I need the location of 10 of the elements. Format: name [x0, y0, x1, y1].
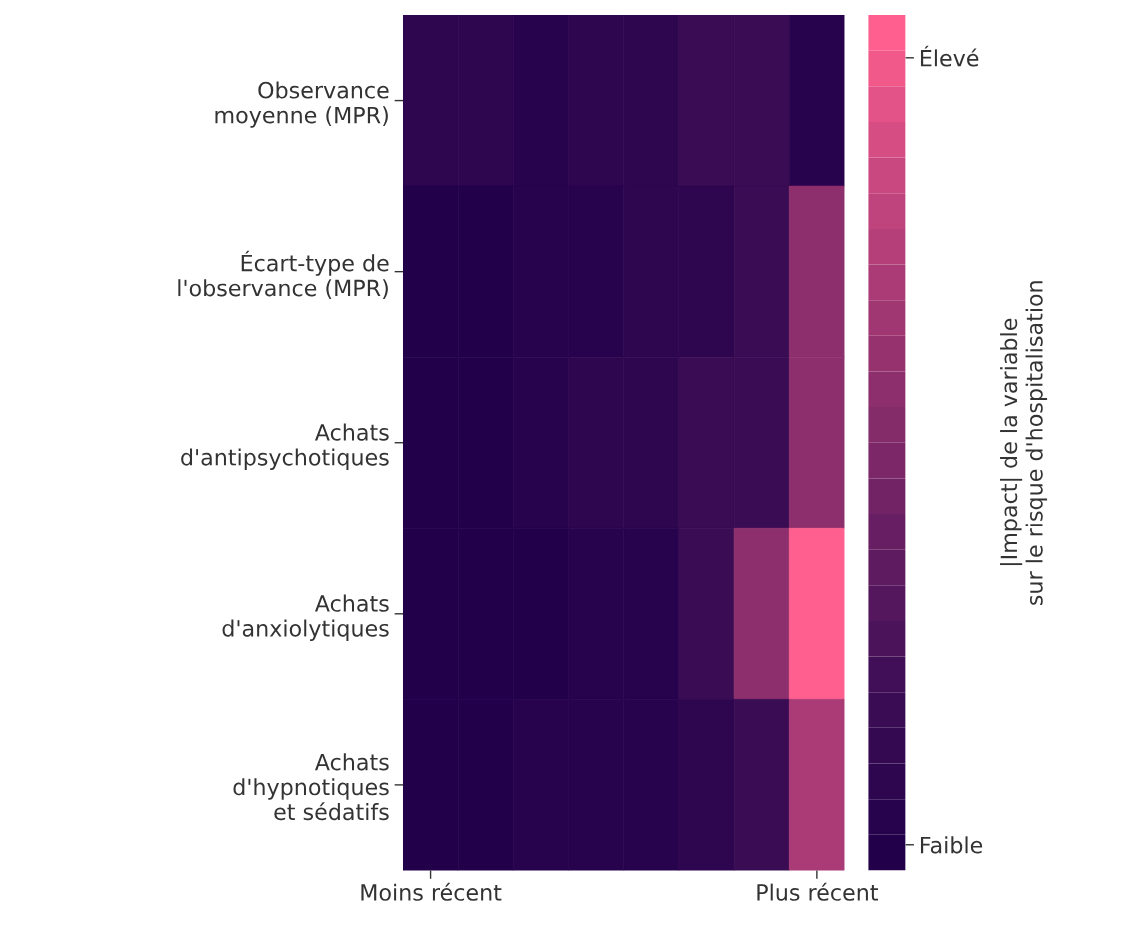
x-tick-label: Plus récent — [757, 882, 878, 901]
y-tick-label: Écart-type de l'observance (MPR) — [178, 250, 389, 299]
color-bar-title: |Impact| de la variable sur le risque d'hospitalisation — [999, 281, 1048, 605]
color-bar-label: Faible — [920, 836, 983, 854]
x-tick-label: Moins récent — [361, 882, 502, 901]
y-tick-label: Achats d'antipsychotiques — [181, 423, 389, 470]
y-tick-label: Achats d'anxiolytiques — [222, 594, 389, 642]
y-tick-label: Achats d'hypnotiques et sédatifs — [233, 753, 389, 821]
color-bar-label: Élevé — [920, 45, 979, 67]
y-tick-label: Observance moyenne (MPR) — [215, 81, 389, 128]
